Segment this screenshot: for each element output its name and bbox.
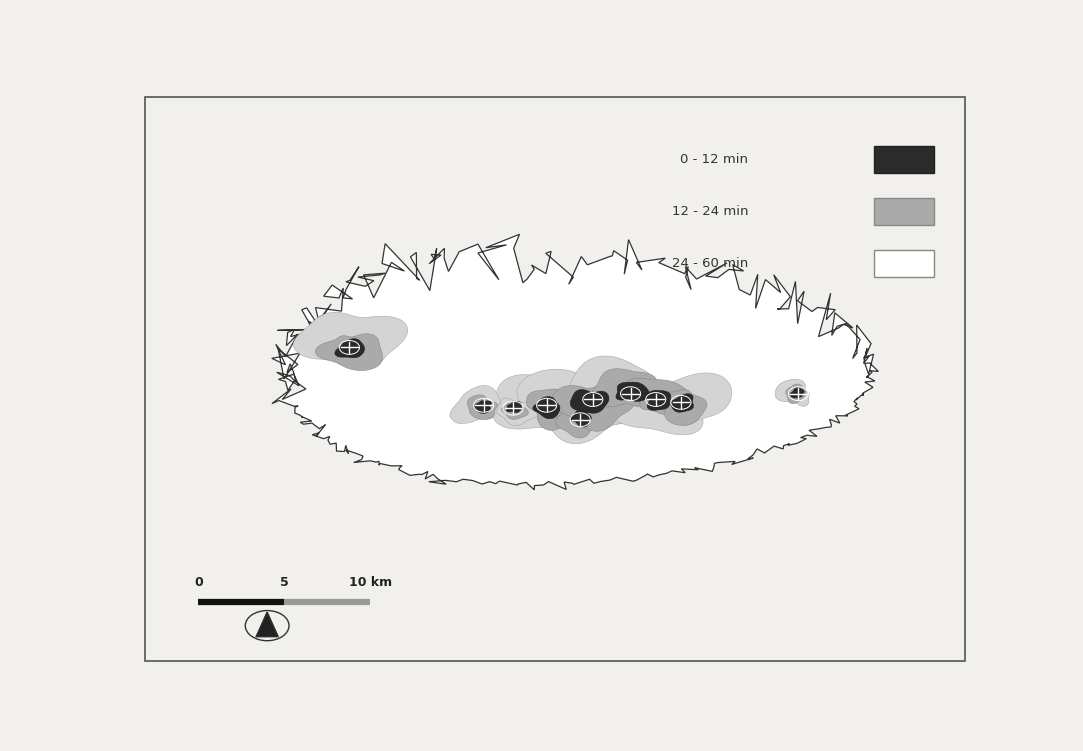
Polygon shape (526, 389, 582, 430)
Polygon shape (552, 385, 635, 431)
Polygon shape (786, 384, 806, 403)
Text: 0 - 12 min: 0 - 12 min (680, 153, 748, 166)
Bar (874, 198, 935, 225)
Polygon shape (590, 369, 658, 407)
Polygon shape (661, 390, 707, 425)
Text: 10 km: 10 km (349, 576, 392, 590)
Polygon shape (493, 375, 591, 429)
Polygon shape (272, 234, 878, 490)
Polygon shape (335, 339, 365, 357)
FancyBboxPatch shape (145, 97, 965, 662)
Polygon shape (293, 312, 407, 367)
Polygon shape (507, 401, 522, 412)
Polygon shape (449, 385, 500, 424)
Polygon shape (468, 395, 497, 420)
Polygon shape (315, 334, 382, 370)
Polygon shape (567, 356, 676, 424)
Polygon shape (616, 382, 650, 401)
Polygon shape (496, 398, 542, 426)
Polygon shape (670, 394, 693, 412)
Text: 24 - 60 min: 24 - 60 min (671, 257, 748, 270)
Polygon shape (571, 390, 609, 413)
Polygon shape (604, 376, 703, 435)
Text: 5: 5 (280, 576, 289, 590)
Polygon shape (791, 388, 805, 398)
Polygon shape (257, 612, 278, 637)
Polygon shape (501, 401, 529, 419)
Polygon shape (775, 379, 809, 406)
Polygon shape (533, 397, 560, 419)
Polygon shape (644, 373, 732, 425)
Text: 0: 0 (194, 576, 203, 590)
Bar (874, 146, 935, 173)
Polygon shape (625, 379, 690, 415)
Polygon shape (517, 369, 639, 444)
Text: 12 - 24 min: 12 - 24 min (671, 205, 748, 218)
Polygon shape (474, 401, 492, 413)
Polygon shape (571, 410, 591, 427)
Polygon shape (647, 391, 670, 410)
Polygon shape (538, 392, 601, 440)
Polygon shape (556, 412, 603, 438)
Bar (874, 250, 935, 277)
